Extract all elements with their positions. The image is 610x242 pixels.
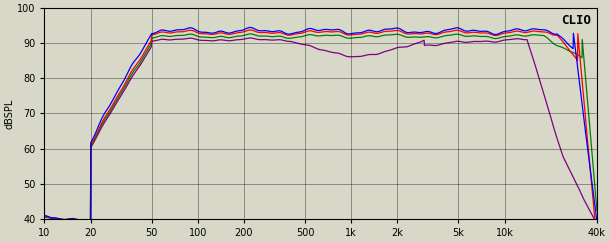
- Text: Hz: Hz: [0, 241, 1, 242]
- Y-axis label: dBSPL: dBSPL: [4, 98, 14, 129]
- Text: CLIO: CLIO: [561, 15, 591, 28]
